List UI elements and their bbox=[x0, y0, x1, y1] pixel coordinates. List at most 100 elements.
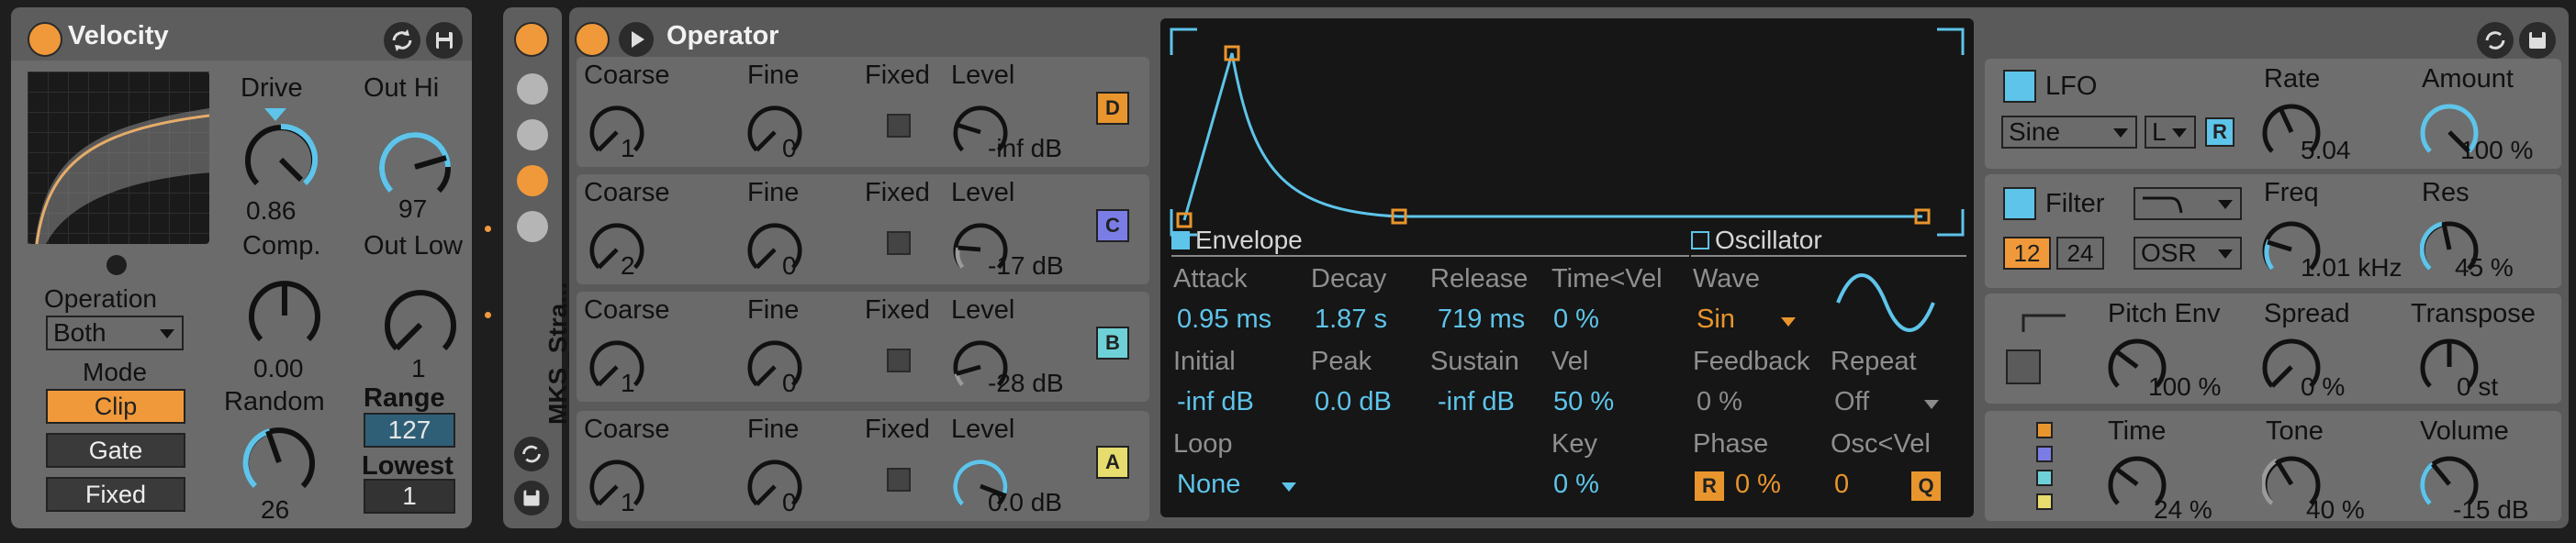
velocity-curve-handle[interactable] bbox=[106, 255, 127, 275]
peak-value[interactable]: 0.0 dB bbox=[1315, 387, 1392, 416]
lfo-enable-toggle[interactable] bbox=[2003, 70, 2036, 103]
pitch-env-toggle-icon[interactable] bbox=[2001, 310, 2075, 389]
repeat-dropdown[interactable]: Off bbox=[1834, 385, 1944, 418]
mode-clip-button[interactable]: Clip bbox=[46, 389, 185, 424]
random-macro-icon[interactable] bbox=[517, 119, 548, 150]
oscvel-quantize-button[interactable]: Q bbox=[1911, 471, 1941, 501]
time-knob[interactable] bbox=[2108, 455, 2167, 514]
fine-value: 0 bbox=[782, 488, 797, 516]
fixed-checkbox[interactable] bbox=[887, 231, 911, 255]
fixed-checkbox[interactable] bbox=[887, 114, 911, 138]
lfo-dest-dropdown[interactable]: L bbox=[2145, 116, 2196, 149]
level-knob[interactable] bbox=[953, 459, 1008, 514]
vel-value[interactable]: 50 % bbox=[1553, 387, 1615, 416]
spread-label: Spread bbox=[2264, 299, 2350, 328]
level-value: -28 dB bbox=[988, 369, 1064, 397]
timevel-value[interactable]: 0 % bbox=[1553, 305, 1599, 334]
operator-tag[interactable]: D bbox=[1096, 92, 1129, 125]
mode-gate-button[interactable]: Gate bbox=[46, 433, 185, 468]
fine-knob[interactable] bbox=[747, 105, 802, 160]
envelope-section-indicator[interactable] bbox=[1171, 231, 1190, 249]
operator-power-button[interactable] bbox=[575, 22, 610, 57]
fixed-checkbox[interactable] bbox=[887, 468, 911, 492]
spread-value: 0 % bbox=[2301, 372, 2346, 401]
hot-swap-icon[interactable] bbox=[384, 22, 420, 59]
volume-knob[interactable] bbox=[2420, 455, 2479, 514]
filter-type-dropdown[interactable] bbox=[2134, 187, 2242, 220]
fixed-checkbox[interactable] bbox=[887, 349, 911, 372]
play-icon[interactable] bbox=[619, 22, 654, 57]
pitch-env-knob[interactable] bbox=[2108, 338, 2167, 396]
operation-dropdown[interactable]: Both bbox=[46, 316, 184, 350]
macro-icon[interactable] bbox=[517, 73, 548, 105]
save-preset-icon[interactable] bbox=[426, 22, 463, 59]
level-knob[interactable] bbox=[953, 339, 1008, 394]
range-value-box[interactable]: 127 bbox=[364, 413, 455, 448]
operator-d-indicator bbox=[2036, 422, 2053, 438]
oscvel-value[interactable]: 0 bbox=[1834, 470, 1850, 499]
filter-slope-12-button[interactable]: 12 bbox=[2003, 237, 2051, 270]
lfo-amount-knob[interactable] bbox=[2420, 103, 2479, 161]
tone-value: 40 % bbox=[2306, 495, 2365, 524]
operator-tag-label: D bbox=[1105, 96, 1120, 119]
level-knob[interactable] bbox=[953, 105, 1008, 160]
key-value[interactable]: 0 % bbox=[1553, 470, 1599, 499]
fine-label: Fine bbox=[747, 295, 800, 325]
lfo-retrigger-button[interactable]: R bbox=[2205, 117, 2234, 147]
lfo-rate-knob[interactable] bbox=[2262, 103, 2321, 161]
sustain-value[interactable]: -inf dB bbox=[1438, 387, 1515, 416]
chain-dot bbox=[485, 312, 491, 318]
filter-res-knob[interactable] bbox=[2420, 220, 2479, 279]
phase-retrigger-button[interactable]: R bbox=[1695, 471, 1724, 501]
velocity-power-button[interactable] bbox=[28, 22, 62, 57]
lfo-wave-dropdown[interactable]: Sine bbox=[2001, 116, 2137, 149]
wave-label: Wave bbox=[1693, 264, 1761, 294]
drive-knob[interactable] bbox=[244, 123, 318, 196]
mode-fixed-button[interactable]: Fixed bbox=[46, 477, 185, 512]
transpose-knob[interactable] bbox=[2420, 338, 2479, 396]
wave-dropdown[interactable]: Sin bbox=[1697, 303, 1807, 336]
spread-knob[interactable] bbox=[2262, 338, 2321, 396]
attack-value[interactable]: 0.95 ms bbox=[1177, 305, 1272, 334]
rack-power-button[interactable] bbox=[514, 22, 549, 57]
loop-dropdown[interactable]: None bbox=[1177, 468, 1315, 501]
envelope-graph[interactable] bbox=[1170, 28, 1965, 238]
lowest-value-box[interactable]: 1 bbox=[364, 479, 455, 514]
operator-tag[interactable]: A bbox=[1096, 446, 1129, 479]
device-list-icon[interactable] bbox=[517, 211, 548, 242]
decay-value[interactable]: 1.87 s bbox=[1315, 305, 1387, 334]
operator-hot-swap-icon[interactable] bbox=[2477, 22, 2514, 59]
filter-slope-24-label: 24 bbox=[2066, 238, 2094, 267]
loop-label: Loop bbox=[1173, 429, 1233, 459]
fine-knob[interactable] bbox=[747, 222, 802, 277]
level-knob[interactable] bbox=[953, 222, 1008, 277]
rack-hot-swap-icon[interactable] bbox=[514, 437, 549, 471]
filter-osr-dropdown[interactable]: OSR bbox=[2134, 237, 2242, 270]
release-value[interactable]: 719 ms bbox=[1438, 305, 1526, 334]
feedback-value[interactable]: 0 % bbox=[1697, 387, 1742, 416]
random-knob[interactable] bbox=[242, 426, 316, 499]
phase-value[interactable]: 0 % bbox=[1735, 470, 1781, 499]
fine-knob[interactable] bbox=[747, 339, 802, 394]
velocity-curve-display[interactable] bbox=[28, 72, 210, 245]
initial-value[interactable]: -inf dB bbox=[1177, 387, 1254, 416]
operator-save-icon[interactable] bbox=[2519, 22, 2556, 59]
operator-tag[interactable]: B bbox=[1096, 327, 1129, 360]
coarse-knob[interactable] bbox=[589, 459, 644, 514]
fine-knob[interactable] bbox=[747, 459, 802, 514]
oscillator-section-indicator[interactable] bbox=[1691, 231, 1709, 249]
rack-save-icon[interactable] bbox=[514, 481, 549, 515]
out-low-knob[interactable] bbox=[384, 288, 457, 361]
out-hi-knob[interactable] bbox=[378, 130, 452, 204]
tone-knob[interactable] bbox=[2262, 455, 2321, 514]
oscillator-divider bbox=[1691, 255, 1966, 257]
coarse-knob[interactable] bbox=[589, 105, 644, 160]
operator-tag[interactable]: C bbox=[1096, 209, 1129, 242]
comp-knob[interactable] bbox=[248, 279, 321, 352]
filter-freq-knob[interactable] bbox=[2262, 220, 2321, 279]
chain-list-icon[interactable] bbox=[517, 165, 548, 196]
coarse-knob[interactable] bbox=[589, 222, 644, 277]
filter-enable-toggle[interactable] bbox=[2003, 187, 2036, 220]
coarse-knob[interactable] bbox=[589, 339, 644, 394]
filter-slope-24-button[interactable]: 24 bbox=[2056, 237, 2104, 270]
